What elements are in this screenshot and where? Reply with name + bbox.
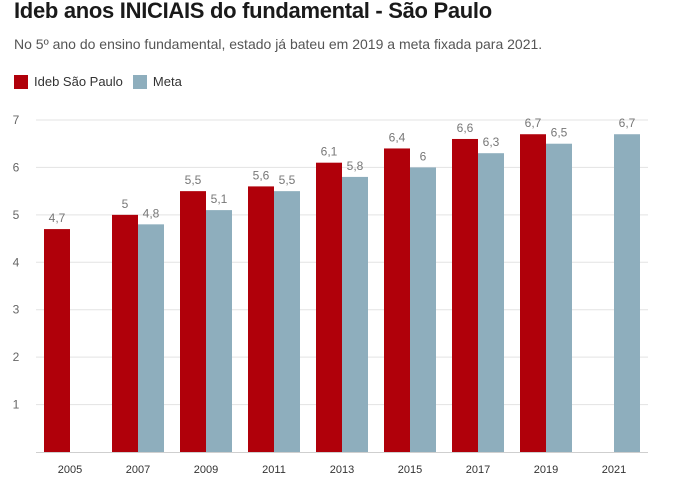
data-label-meta: 5,5	[279, 173, 296, 187]
y-tick-label: 2	[13, 350, 20, 364]
legend-item-meta: Meta	[132, 74, 182, 89]
legend-label-ideb: Ideb São Paulo	[34, 74, 123, 89]
x-tick-label: 2011	[262, 464, 286, 476]
bar-meta	[342, 176, 368, 452]
legend-item-ideb: Ideb São Paulo	[14, 74, 123, 89]
bar-ideb	[112, 214, 138, 452]
bar-ideb	[384, 148, 410, 452]
y-tick-label: 7	[13, 113, 20, 127]
y-tick-label: 3	[13, 303, 20, 317]
bar-ideb	[248, 186, 274, 452]
bar-meta	[614, 134, 640, 452]
data-label-ideb: 6,6	[457, 121, 474, 135]
data-label-ideb: 4,7	[49, 211, 66, 225]
bar-ideb	[452, 138, 478, 452]
bar-ideb	[520, 134, 546, 452]
x-tick-label: 2019	[534, 464, 558, 476]
x-tick-label: 2005	[58, 464, 82, 476]
legend-swatch-meta	[132, 74, 147, 89]
data-label-meta: 6,5	[551, 126, 568, 140]
bar-meta	[274, 191, 300, 452]
bar-meta	[546, 143, 572, 452]
data-label-ideb: 5,5	[185, 173, 202, 187]
y-tick-label: 6	[13, 160, 20, 174]
x-tick-label: 2007	[126, 464, 150, 476]
bar-meta	[478, 153, 504, 452]
data-label-meta: 5,1	[211, 192, 228, 206]
legend-label-meta: Meta	[152, 74, 182, 89]
data-label-ideb: 5,6	[253, 168, 270, 182]
bar-meta	[410, 167, 436, 452]
x-tick-label: 2009	[194, 464, 218, 476]
legend: Ideb São Paulo Meta	[14, 74, 182, 89]
x-tick-label: 2021	[602, 464, 626, 476]
x-tick-label: 2017	[466, 464, 490, 476]
data-label-ideb: 6,4	[389, 130, 406, 144]
bar-ideb	[180, 191, 206, 452]
bar-meta	[138, 224, 164, 452]
y-tick-label: 5	[13, 208, 20, 222]
chart-subtitle: No 5º ano do ensino fundamental, estado …	[14, 36, 543, 52]
data-label-meta: 6	[420, 149, 427, 163]
bar-chart: 1 2 3 4 5 6 7 4,7 2005 5 4,8 2007 5,5 5,1 2009 5,6 5,5 20…	[13, 113, 648, 476]
x-tick-label: 2013	[330, 464, 354, 476]
y-tick-label: 1	[13, 398, 20, 412]
data-label-ideb: 6,7	[525, 116, 542, 130]
legend-swatch-ideb	[14, 74, 28, 89]
data-label-ideb: 6,1	[321, 145, 338, 159]
y-tick-label: 4	[13, 255, 20, 269]
bar-meta	[206, 210, 232, 452]
data-label-meta: 4,8	[143, 206, 160, 220]
data-label-meta: 6,7	[619, 116, 636, 130]
chart-title: Ideb anos INICIAIS do fundamental - São …	[14, 0, 492, 23]
data-label-ideb: 5	[122, 197, 129, 211]
x-tick-label: 2015	[398, 464, 422, 476]
data-label-meta: 6,3	[483, 135, 500, 149]
bar-ideb	[44, 229, 70, 452]
data-label-meta: 5,8	[347, 159, 364, 173]
bar-ideb	[316, 162, 342, 452]
